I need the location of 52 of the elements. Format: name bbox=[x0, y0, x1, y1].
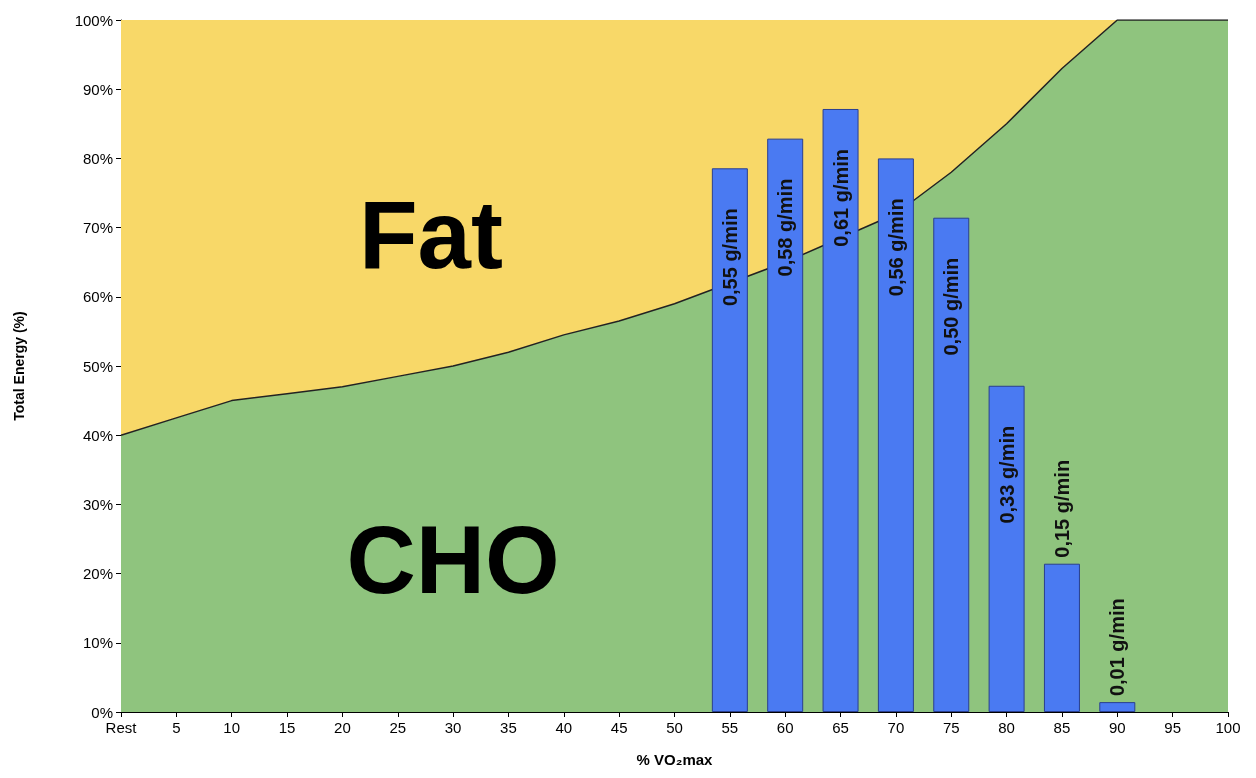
y-tick-label: 50% bbox=[82, 357, 113, 375]
x-tick-label: 85 bbox=[1053, 719, 1071, 736]
data-label: 0,61 g/min bbox=[829, 148, 852, 247]
x-tick-label: 45 bbox=[610, 719, 628, 736]
x-tick-label: 90 bbox=[1108, 719, 1126, 736]
x-tick-label: 20 bbox=[334, 719, 351, 736]
x-tick-label: 50 bbox=[666, 719, 683, 736]
x-axis-title: % VO₂max bbox=[636, 751, 714, 768]
bar bbox=[711, 168, 748, 712]
x-tick-label: 30 bbox=[444, 719, 462, 736]
x-tick-label: 10 bbox=[223, 719, 241, 736]
data-label: 0,33 g/min bbox=[995, 425, 1018, 524]
bar bbox=[767, 138, 804, 712]
data-label: 0,50 g/min bbox=[940, 257, 963, 356]
bar bbox=[988, 385, 1025, 712]
y-tick-label: 100% bbox=[74, 11, 113, 29]
x-tick-label: 25 bbox=[389, 719, 407, 736]
series-label: Fat bbox=[358, 181, 503, 289]
series-label: CHO bbox=[346, 506, 560, 614]
x-tick-label: 65 bbox=[832, 719, 849, 736]
x-tick-label: Rest bbox=[105, 719, 138, 736]
y-tick-label: 40% bbox=[82, 426, 113, 444]
bar bbox=[877, 158, 914, 712]
data-label: 0,56 g/min bbox=[884, 198, 907, 297]
x-tick-label: 60 bbox=[776, 719, 794, 736]
bar bbox=[933, 217, 970, 712]
y-tick-label: 70% bbox=[82, 219, 113, 237]
y-tick-label: 0% bbox=[91, 703, 113, 721]
bar bbox=[1099, 702, 1136, 712]
y-tick-label: 60% bbox=[82, 288, 113, 306]
y-tick-label: 90% bbox=[82, 80, 113, 98]
data-label: 0,01 g/min bbox=[1106, 598, 1129, 697]
data-label: 0,55 g/min bbox=[718, 208, 741, 307]
y-tick-label: 30% bbox=[82, 495, 113, 513]
y-tick-label: 80% bbox=[82, 149, 113, 167]
y-axis-title: Total Energy (%) bbox=[11, 311, 27, 421]
x-tick-label: 55 bbox=[721, 719, 739, 736]
x-tick-label: 35 bbox=[500, 719, 517, 736]
data-label: 0,58 g/min bbox=[774, 178, 797, 277]
y-tick-label: 20% bbox=[82, 565, 113, 583]
x-tick-label: 75 bbox=[942, 719, 960, 736]
bar bbox=[822, 108, 859, 712]
x-tick-label: 70 bbox=[887, 719, 905, 736]
x-tick-label: 15 bbox=[278, 719, 296, 736]
x-tick-label: 5 bbox=[172, 719, 181, 736]
data-label: 0,15 g/min bbox=[1050, 459, 1073, 558]
x-tick-label: 100 bbox=[1215, 719, 1241, 736]
x-tick-label: 95 bbox=[1164, 719, 1181, 736]
x-tick-label: 40 bbox=[555, 719, 573, 736]
bar bbox=[1043, 563, 1080, 712]
y-tick-label: 10% bbox=[82, 634, 113, 652]
x-tick-label: 80 bbox=[998, 719, 1015, 736]
